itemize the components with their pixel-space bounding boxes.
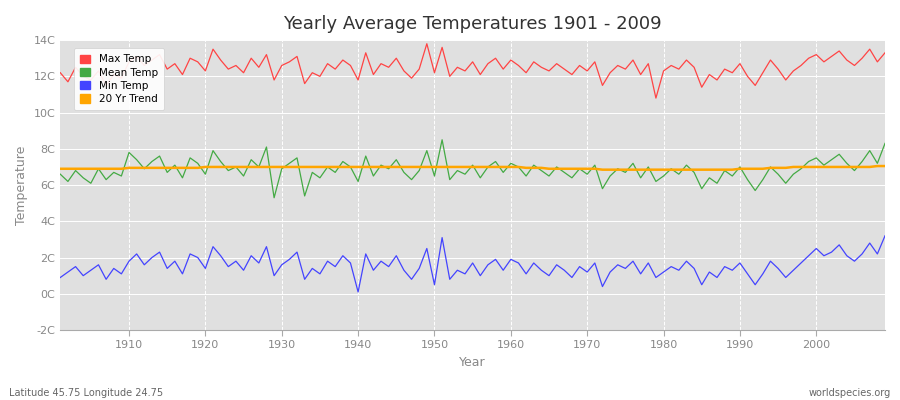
Text: Latitude 45.75 Longitude 24.75: Latitude 45.75 Longitude 24.75 — [9, 388, 163, 398]
Text: worldspecies.org: worldspecies.org — [809, 388, 891, 398]
Title: Yearly Average Temperatures 1901 - 2009: Yearly Average Temperatures 1901 - 2009 — [284, 15, 662, 33]
Y-axis label: Temperature: Temperature — [15, 145, 28, 225]
X-axis label: Year: Year — [459, 356, 486, 369]
Legend: Max Temp, Mean Temp, Min Temp, 20 Yr Trend: Max Temp, Mean Temp, Min Temp, 20 Yr Tre… — [74, 48, 164, 110]
